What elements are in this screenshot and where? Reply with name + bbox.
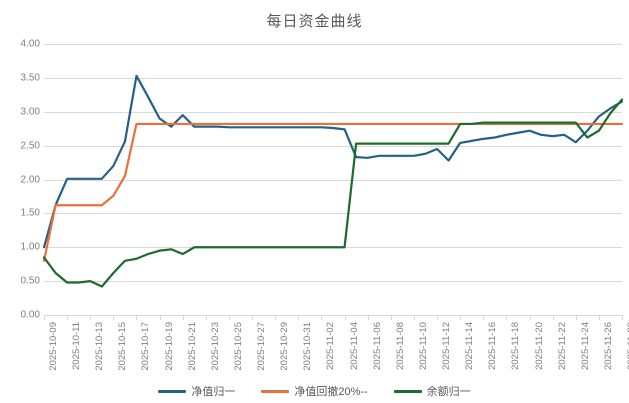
- gridline: [44, 281, 622, 283]
- legend-item-label: 净值归一: [191, 386, 236, 398]
- x-tick-label: 2025-11-18: [510, 322, 522, 370]
- y-axis: 0.00 0.50 1.00 1.50 2.00 2.50 3.00 3.50 4.00: [0, 39, 40, 321]
- x-tick-mark: [622, 315, 623, 320]
- gridline: [44, 111, 622, 113]
- y-tick-label: 0.50: [20, 275, 40, 287]
- chart-legend: 净值归一 净值回撤20%-- 余额归一: [0, 383, 629, 399]
- x-tick-mark: [159, 315, 161, 320]
- legend-color-swatch: [261, 389, 290, 393]
- legend-item[interactable]: 净值归一: [158, 383, 235, 399]
- series-line: [42, 98, 624, 288]
- x-tick-mark: [598, 315, 600, 320]
- gridline: [44, 77, 622, 79]
- x-tick-mark: [506, 315, 508, 320]
- x-tick-label: 2025-11-04: [348, 322, 360, 370]
- x-tick-label: 2025-11-16: [487, 322, 499, 370]
- y-tick-label: 1.00: [20, 241, 40, 253]
- x-tick-mark: [275, 315, 277, 320]
- x-tick-mark: [483, 315, 485, 320]
- x-tick-mark: [529, 315, 531, 320]
- x-tick-label: 2025-11-24: [579, 322, 591, 370]
- series-layer: [42, 74, 624, 288]
- series-line: [42, 122, 624, 262]
- y-tick-label: 3.50: [20, 72, 40, 84]
- x-tick-mark: [44, 315, 45, 320]
- x-tick-mark: [437, 315, 439, 320]
- x-tick-label: 2025-11-12: [441, 322, 453, 370]
- y-tick-label: 1.50: [20, 207, 40, 219]
- x-tick-mark: [344, 315, 346, 320]
- chart-title: 每日资金曲线: [266, 13, 363, 30]
- x-tick-label: 2025-10-19: [163, 322, 175, 371]
- gridline: [44, 145, 622, 147]
- gridline: [44, 179, 622, 181]
- x-tick-label: 2025-10-13: [94, 322, 106, 371]
- gridline: [44, 44, 622, 45]
- x-tick-label: 2025-11-14: [464, 322, 476, 370]
- x-tick-label: 2025-10-27: [256, 322, 268, 371]
- x-tick-label: 2025-10-29: [279, 322, 291, 371]
- y-tick-label: 2.00: [20, 174, 40, 185]
- x-tick-mark: [298, 315, 300, 320]
- x-tick-mark: [136, 315, 138, 320]
- series-line: [42, 74, 624, 249]
- x-tick-label: 2025-10-31: [302, 322, 314, 371]
- legend-item-label: 净值回撤20%--: [294, 386, 368, 398]
- legend-item[interactable]: 余额归一: [393, 383, 471, 399]
- x-tick-label: 2025-10-11: [71, 322, 83, 370]
- x-tick-label: 2025-10-25: [232, 322, 244, 371]
- x-tick-label: 2025-11-20: [533, 322, 545, 370]
- x-tick-mark: [460, 315, 462, 320]
- x-tick-mark: [575, 315, 577, 320]
- x-tick-label: 2025-10-23: [209, 322, 221, 371]
- y-tick-label: 2.50: [20, 140, 40, 152]
- x-tick-mark: [228, 315, 230, 320]
- x-tick-label: 2025-10-17: [140, 322, 152, 371]
- legend-color-swatch: [158, 389, 187, 393]
- x-tick-label: 2025-11-22: [556, 322, 568, 370]
- x-tick-label: 2025-11-10: [417, 322, 429, 370]
- y-tick-label: 4.00: [20, 38, 40, 50]
- x-tick-mark: [552, 315, 554, 320]
- legend-item[interactable]: 净值回撤20%--: [261, 383, 368, 399]
- x-tick-mark: [413, 315, 415, 320]
- x-tick-mark: [90, 315, 92, 320]
- x-tick-label: 2025-11-06: [371, 322, 383, 370]
- x-tick-label: 2025-11-26: [602, 322, 614, 370]
- gridline: [44, 213, 622, 215]
- x-axis-line: [44, 315, 622, 316]
- legend-item-label: 余额归一: [426, 386, 471, 398]
- plot-area: [42, 44, 624, 316]
- x-tick-label: 2025-10-09: [48, 322, 59, 371]
- y-tick-label: 3.00: [20, 106, 40, 118]
- x-tick-mark: [67, 315, 69, 320]
- legend-color-swatch: [393, 389, 422, 393]
- x-tick-mark: [390, 315, 392, 320]
- x-tick-label: 2025-10-15: [117, 322, 129, 371]
- x-tick-label: 2025-10-21: [186, 322, 198, 371]
- x-tick-mark: [321, 315, 323, 320]
- x-tick-label: 2025-11-02: [325, 322, 337, 370]
- x-tick-mark: [252, 315, 254, 320]
- x-tick-mark: [113, 315, 115, 320]
- y-tick-label: 0.00: [20, 309, 40, 321]
- x-tick-mark: [367, 315, 369, 320]
- x-tick-mark: [205, 315, 207, 320]
- x-tick-mark: [182, 315, 184, 320]
- x-tick-label: 2025-11-08: [394, 322, 406, 370]
